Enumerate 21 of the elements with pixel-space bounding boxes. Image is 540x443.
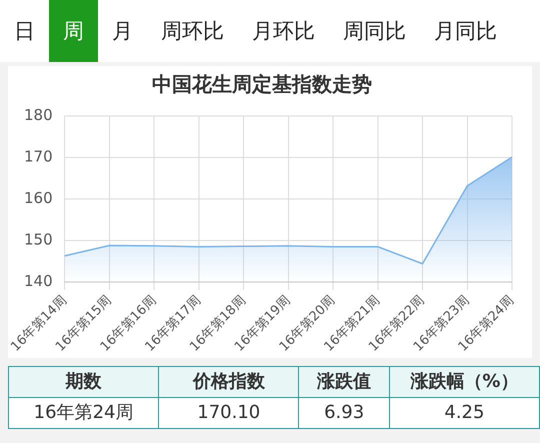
text: 16年第24周	[9, 398, 160, 428]
text: 涨跌值	[299, 367, 390, 397]
y-tick-label: 150	[24, 230, 53, 248]
text: 月同比	[433, 18, 498, 45]
text: 月环比	[251, 18, 316, 45]
text: 周	[49, 0, 98, 62]
text: 日	[13, 18, 36, 45]
text: 170.10	[159, 398, 300, 428]
text: 期数	[9, 367, 160, 397]
y-tick-label: 180	[24, 106, 53, 124]
text: 周同比	[342, 18, 407, 45]
y-tick-label: 160	[24, 188, 53, 207]
text: 涨跌幅（%）	[409, 370, 520, 394]
text: 价格指数	[159, 367, 300, 397]
y-tick-label: 170	[24, 147, 53, 166]
text: 4.25	[443, 401, 486, 425]
y-tick-label: 140	[24, 272, 53, 290]
text: 6.93	[299, 398, 390, 428]
chart-title: 中国花生周定基指数走势	[152, 72, 372, 96]
text: 周环比	[160, 18, 225, 45]
text: 月	[111, 18, 134, 45]
